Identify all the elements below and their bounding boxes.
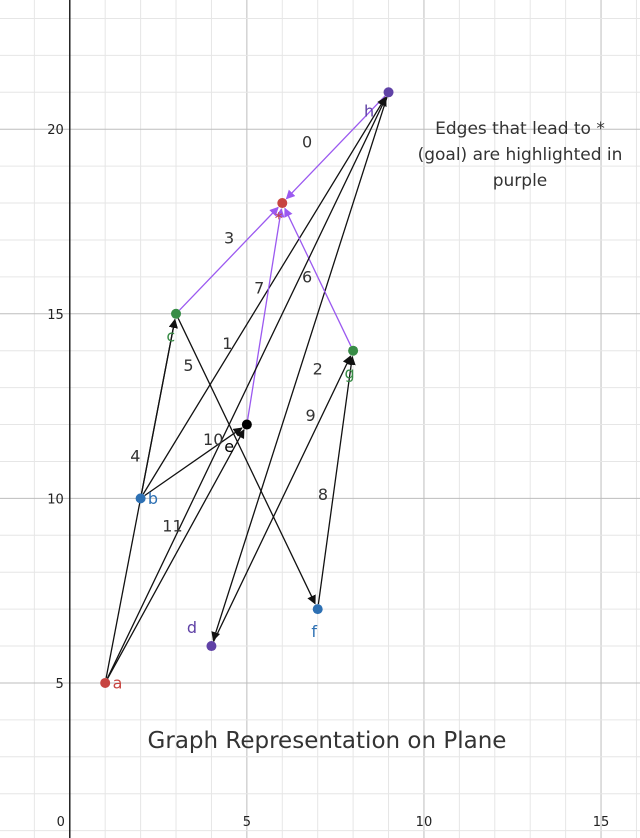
edge-e-goal bbox=[247, 208, 285, 420]
edge-labels: 0 1 2 3 4 5 6 7 8 9 10 11 bbox=[130, 133, 328, 536]
y-tick-label: 20 bbox=[47, 123, 64, 138]
node-g bbox=[348, 345, 359, 356]
node-a bbox=[100, 677, 111, 688]
edge-label: 3 bbox=[224, 229, 234, 248]
edge-label: 8 bbox=[318, 485, 328, 504]
edge-a-e bbox=[107, 429, 245, 679]
edge-label: 7 bbox=[254, 278, 264, 297]
edge-label: 6 bbox=[302, 267, 312, 286]
nodes bbox=[100, 87, 394, 688]
node-label-d: d bbox=[187, 618, 197, 637]
node-label-goal: * bbox=[275, 208, 283, 227]
y-tick-label: 10 bbox=[47, 492, 64, 507]
note-line: purple bbox=[493, 171, 548, 191]
y-tick-label: 5 bbox=[55, 677, 63, 692]
edge-label: 2 bbox=[313, 360, 323, 379]
node-h bbox=[383, 87, 394, 98]
edge-a-h bbox=[106, 96, 387, 679]
note-line: Edges that lead to * bbox=[435, 119, 605, 139]
edge-g-goal bbox=[284, 207, 352, 347]
node-label-f: f bbox=[311, 622, 317, 641]
y-tick-label: 15 bbox=[47, 308, 64, 323]
edge-h-d bbox=[211, 96, 388, 642]
edges bbox=[105, 95, 388, 679]
legend-note: Edges that lead to * (goal) are highlight… bbox=[418, 119, 623, 191]
edge-b-e bbox=[144, 427, 243, 497]
node-f bbox=[312, 604, 323, 615]
edge-label: 5 bbox=[183, 356, 193, 375]
node-label-c: c bbox=[166, 326, 175, 345]
edge-d-g bbox=[213, 355, 352, 642]
edge-c-f bbox=[177, 318, 316, 605]
node-label-e: e bbox=[224, 437, 234, 456]
diagram-title: Graph Representation on Plane bbox=[148, 728, 507, 754]
x-tick-label: 10 bbox=[416, 815, 433, 830]
node-e bbox=[241, 419, 252, 430]
node-label-b: b bbox=[148, 489, 158, 508]
edge-c-goal bbox=[179, 206, 279, 311]
edge-f-g bbox=[317, 355, 356, 605]
edge-label: 4 bbox=[130, 446, 140, 465]
node-label-h: h bbox=[364, 101, 374, 120]
edge-label: 0 bbox=[302, 133, 312, 152]
node-c bbox=[171, 308, 182, 319]
node-d bbox=[206, 641, 217, 652]
x-tick-label: 15 bbox=[593, 815, 610, 830]
edge-label: 10 bbox=[203, 430, 223, 449]
x-tick-label: 0 bbox=[57, 815, 65, 830]
x-tick-label: 5 bbox=[243, 815, 251, 830]
edge-b-h bbox=[142, 96, 386, 495]
edge-h-goal bbox=[285, 95, 386, 200]
note-line: (goal) are highlighted in bbox=[418, 145, 623, 165]
edge-label: 9 bbox=[306, 406, 316, 425]
node-labels: a b c d e f g h * bbox=[113, 101, 374, 692]
node-label-g: g bbox=[344, 363, 354, 382]
edge-label: 11 bbox=[162, 517, 182, 536]
node-goal bbox=[277, 198, 288, 209]
node-label-a: a bbox=[113, 673, 123, 692]
edge-label: 1 bbox=[222, 334, 232, 353]
node-b bbox=[135, 493, 146, 504]
